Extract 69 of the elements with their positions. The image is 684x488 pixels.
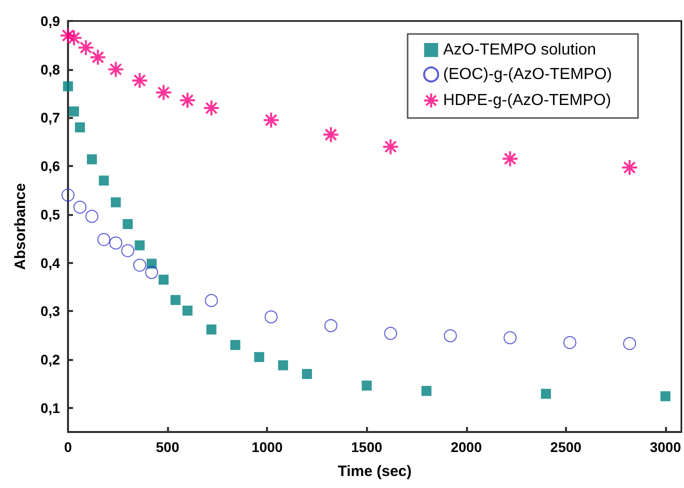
point — [182, 306, 192, 316]
legend-label: AzO-TEMPO solution — [443, 42, 596, 58]
point — [97, 233, 110, 246]
point — [382, 138, 400, 156]
point — [178, 92, 196, 109]
point — [504, 331, 517, 344]
point — [170, 294, 181, 305]
legend-label: (EOC)-g-(AzO-TEMPO) — [443, 66, 612, 83]
x-tick-label: 2000 — [450, 439, 482, 455]
y-axis-title: Absorbance — [12, 183, 29, 270]
y-tick-label: 0,5 — [40, 206, 60, 222]
x-axis-title: Time (sec) — [338, 463, 412, 480]
x-tick-label: 1500 — [351, 439, 382, 455]
point — [77, 39, 94, 56]
point — [563, 336, 576, 350]
point — [68, 106, 79, 116]
point — [421, 386, 432, 396]
point — [110, 197, 121, 208]
x-tick-label: 3000 — [650, 439, 682, 455]
point — [322, 126, 340, 144]
point — [109, 236, 122, 250]
point — [540, 388, 551, 399]
point — [206, 324, 216, 334]
x-tick-label: 2500 — [550, 439, 582, 455]
legend-label: HDPE-g-(AzO-TEMPO) — [443, 92, 612, 109]
point — [85, 210, 98, 223]
point — [623, 337, 636, 350]
point — [204, 294, 218, 307]
y-tick-label: 0,7 — [40, 110, 60, 126]
point — [86, 154, 97, 164]
x-tick-label: 500 — [156, 439, 180, 455]
point — [63, 81, 73, 92]
point — [324, 319, 338, 332]
point — [131, 72, 148, 89]
y-tick-label: 0,1 — [40, 400, 60, 416]
point — [107, 60, 124, 78]
point — [134, 240, 145, 250]
point — [384, 326, 398, 340]
y-tick-label: 0,3 — [40, 303, 60, 320]
x-tick-label: 0 — [64, 439, 72, 455]
point — [254, 352, 264, 362]
point — [158, 274, 169, 285]
point — [302, 368, 312, 379]
y-tick-label: 0,2 — [40, 351, 60, 368]
point — [202, 100, 220, 117]
point — [145, 266, 158, 279]
y-tick-label: 0,6 — [40, 158, 60, 174]
point — [660, 391, 670, 402]
y-tick-label: 0,4 — [40, 254, 60, 271]
y-tick-label: 0,9 — [40, 13, 60, 29]
point — [121, 244, 134, 258]
point — [362, 380, 372, 391]
point — [122, 219, 133, 230]
point — [133, 258, 146, 272]
point — [62, 188, 74, 202]
point — [98, 176, 109, 186]
point — [73, 200, 86, 214]
point — [89, 48, 106, 66]
point — [621, 159, 638, 176]
point — [278, 360, 288, 370]
x-tick-label: 1000 — [252, 439, 283, 455]
point — [444, 329, 457, 342]
point — [230, 340, 240, 350]
point — [502, 150, 519, 168]
point — [262, 112, 280, 129]
y-tick-label: 0,8 — [40, 61, 60, 78]
point — [155, 84, 172, 102]
point — [74, 122, 85, 132]
point — [264, 310, 278, 324]
